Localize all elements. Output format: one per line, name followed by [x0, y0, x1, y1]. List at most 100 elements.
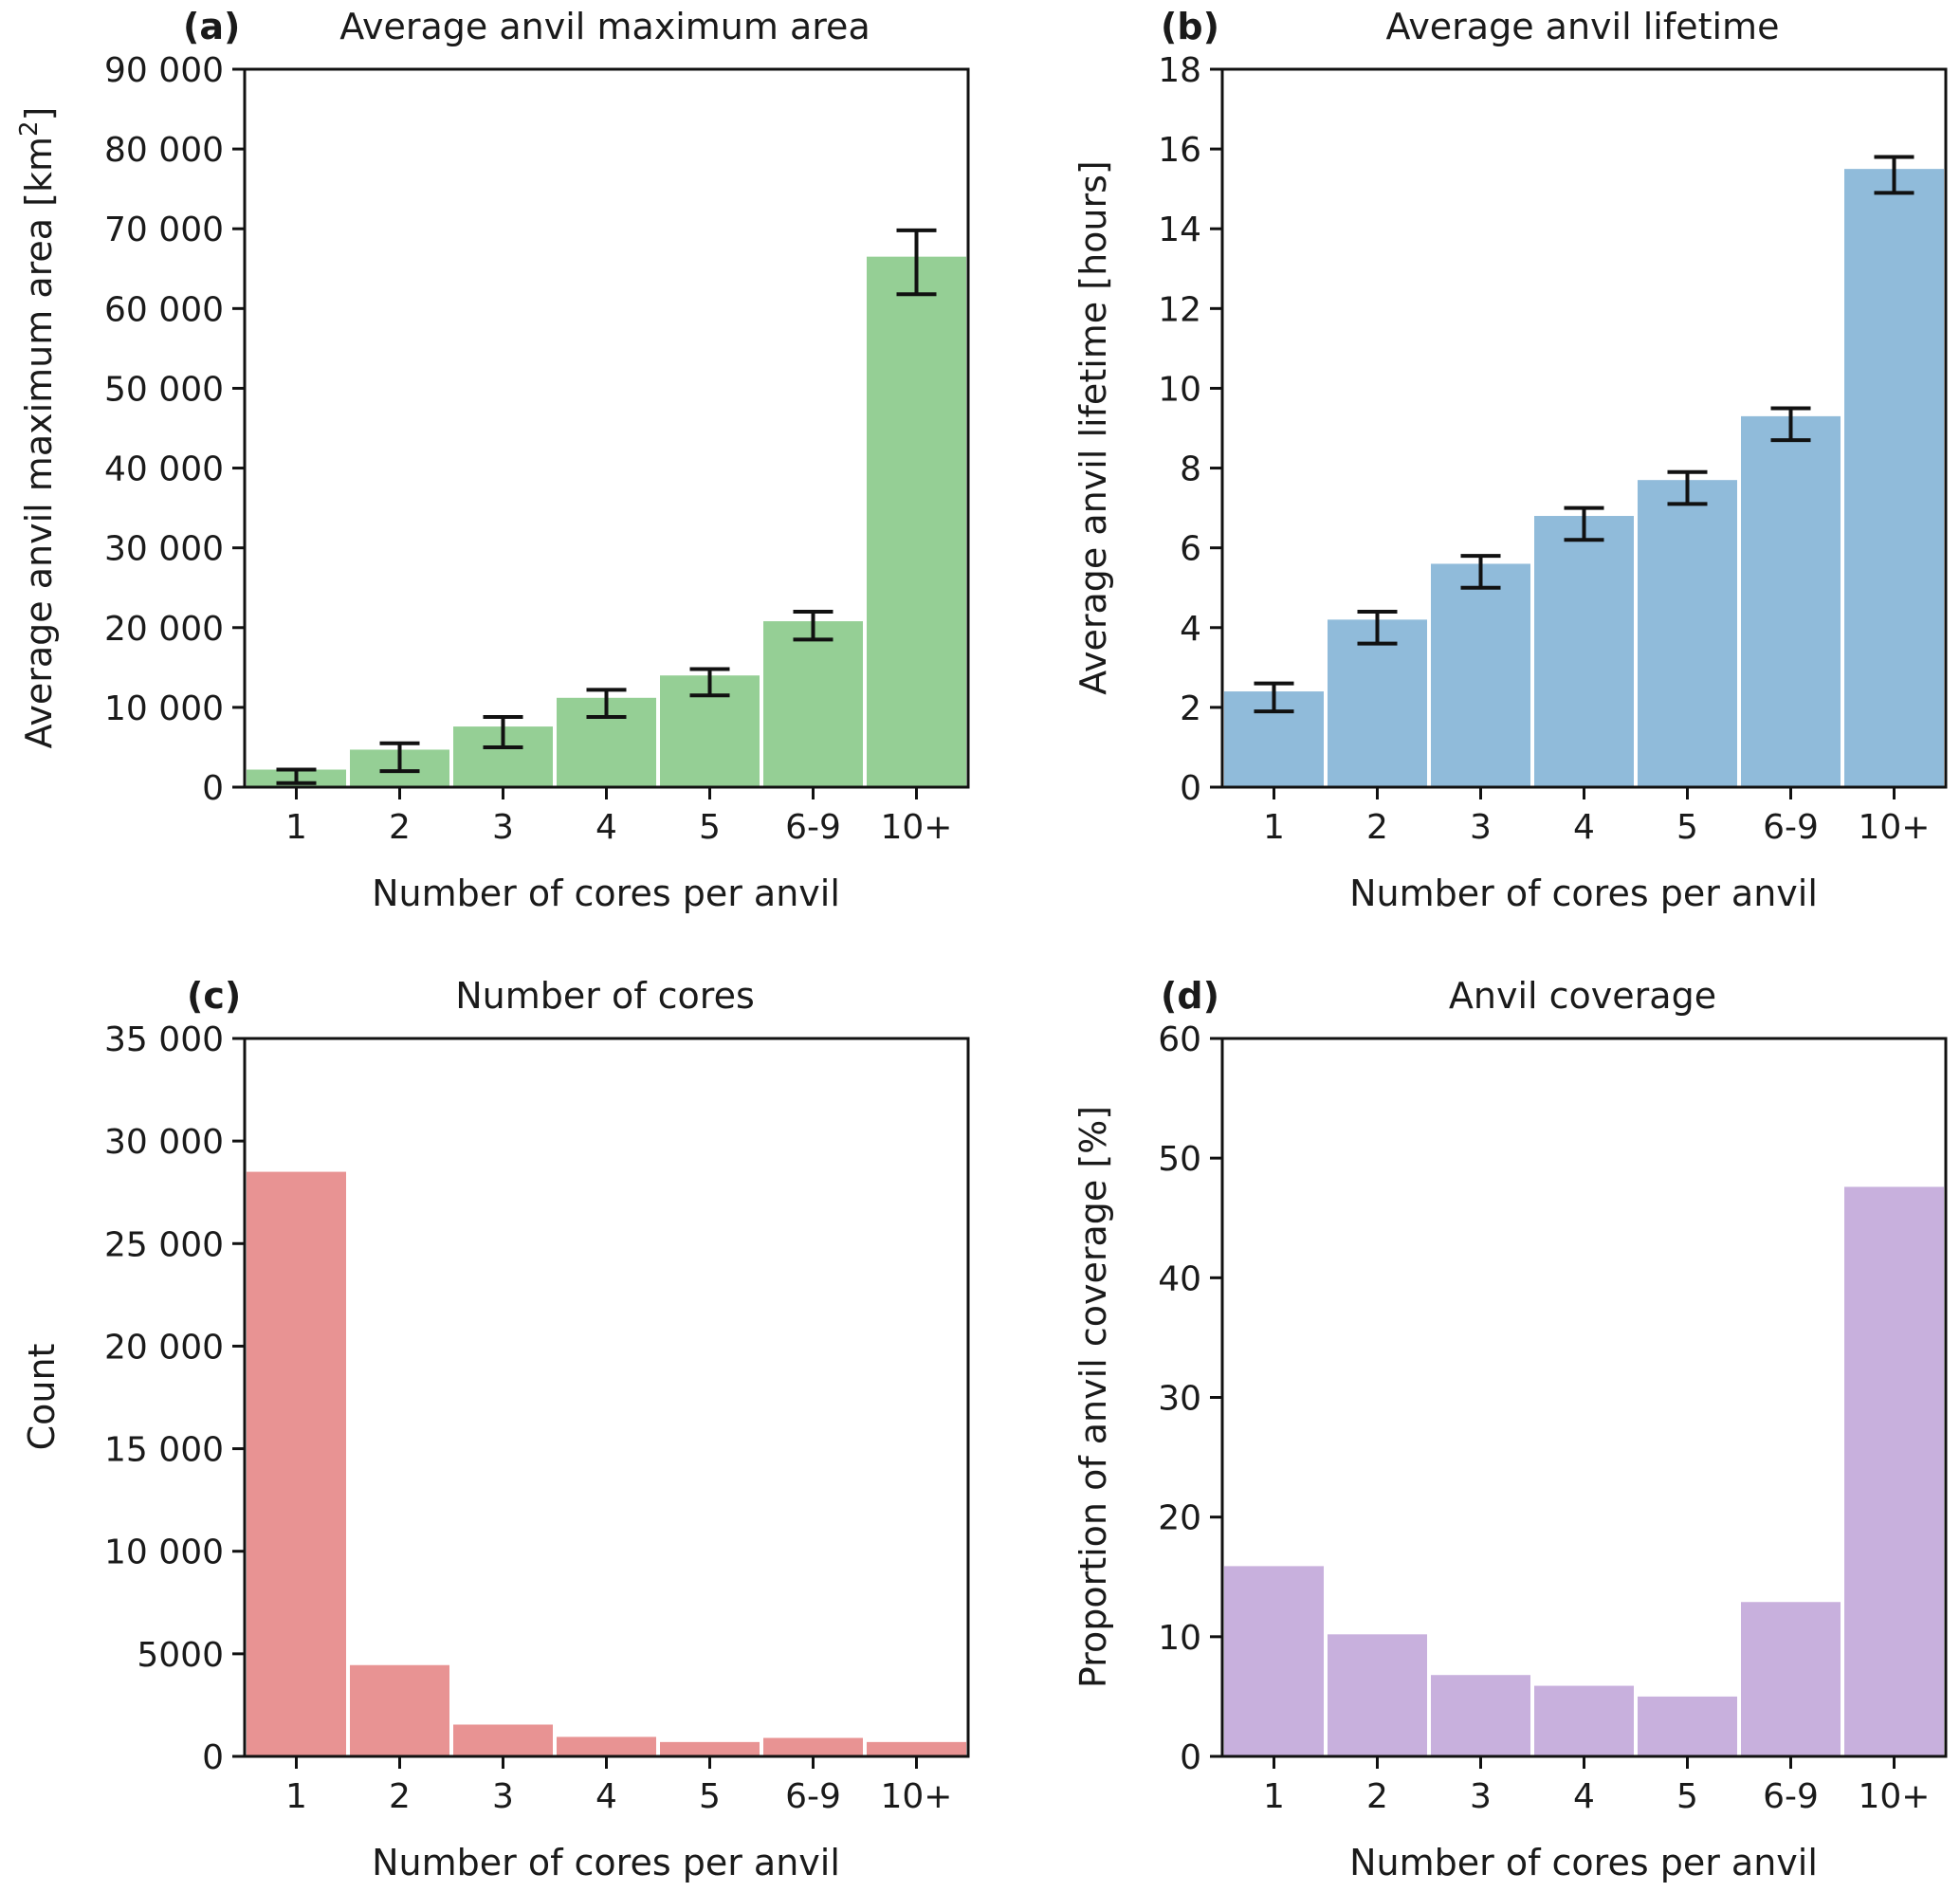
panel-d-ytick-label: 10 [1158, 1619, 1201, 1658]
panel-a-ytick-label: 30 000 [104, 530, 224, 569]
panel-d-ytick-label: 30 [1158, 1380, 1201, 1419]
panel-b-xtick-label: 4 [1573, 808, 1595, 847]
panel-b-xtick-label: 3 [1470, 808, 1492, 847]
panel-b-ylabel: Average anvil lifetime [hours] [1072, 160, 1114, 694]
panel-a-title: Average anvil maximum area [339, 6, 870, 47]
panel-b-bar [1638, 480, 1737, 787]
panel-a-bar [867, 256, 966, 787]
panel-a-xticks: 1 2 3 4 5 6-9 10+ [285, 787, 952, 847]
panel-d-ytick-label: 60 [1158, 1020, 1201, 1059]
panel-c-frame [243, 1037, 970, 1758]
panel-a-frame [243, 67, 970, 789]
panel-c-ytick-label: 25 000 [104, 1225, 224, 1264]
panel-b-xtick-label: 6-9 [1763, 808, 1819, 847]
panel-c-bars [247, 1171, 966, 1756]
panel-d-letter: (d) [1161, 975, 1219, 1017]
panel-a-xtick-label: 5 [699, 808, 721, 847]
panel-b-errorbars [1254, 155, 1914, 714]
panel-d-frame [1220, 1037, 1948, 1758]
panel-d-xtick-label: 10+ [1859, 1777, 1931, 1816]
panel-a: (a) Average anvil maximum area 010 00020… [15, 6, 970, 914]
panel-b-bar [1741, 415, 1841, 787]
panel-c-xtick-label: 1 [285, 1777, 307, 1816]
panel-b-bar [1328, 619, 1427, 787]
panel-c-ytick-label: 0 [202, 1738, 224, 1777]
panel-a-ylabel: Average anvil maximum area [km2] [15, 107, 60, 749]
panel-a-errorbars [276, 228, 937, 785]
panel-a-xtick-label: 1 [285, 808, 307, 847]
panel-b-bars [1224, 169, 1944, 787]
panel-b-ytick-label: 10 [1158, 370, 1201, 409]
panel-b-frame [1220, 67, 1948, 789]
panel-c-bar [453, 1724, 553, 1756]
panel-b-ytick-label: 14 [1158, 211, 1201, 249]
panel-b-yticks: 0 2 4 6 8 10 12 14 16 18 [1158, 51, 1222, 808]
panel-d-yticks: 0 10 20 30 40 50 60 [1158, 1020, 1222, 1777]
panel-b-xlabel: Number of cores per anvil [1349, 873, 1818, 914]
panel-a-bar [763, 621, 863, 787]
panel-a-ylabel-sup: 2 [15, 120, 44, 137]
panel-c-bar [763, 1737, 863, 1756]
panel-d-bar [1431, 1675, 1530, 1756]
panel-c-xtick-label: 3 [492, 1777, 514, 1816]
panel-a-ytick-label: 80 000 [104, 131, 224, 170]
panel-a-xtick-label: 10+ [881, 808, 953, 847]
panel-d: (d) Anvil coverage 0 10 20 30 40 50 60 1 2 3 4 5 6-… [1072, 975, 1948, 1883]
panel-c-bar [247, 1171, 346, 1756]
panel-d-bar [1328, 1634, 1427, 1756]
panel-a-ylabel-main: Average anvil maximum area [km [18, 137, 60, 748]
panel-a-ytick-label: 50 000 [104, 370, 224, 409]
panel-a-xtick-label: 4 [595, 808, 617, 847]
panel-a-ytick-label: 40 000 [104, 450, 224, 489]
panel-d-ylabel-main: Proportion of anvil coverage [%] [1072, 1106, 1114, 1688]
panel-b-ytick-label: 4 [1180, 610, 1201, 649]
panel-c-ytick-label: 20 000 [104, 1328, 224, 1367]
panel-d-xticks: 1 2 3 4 5 6-9 10+ [1263, 1756, 1930, 1816]
panel-c-ylabel: Count [21, 1344, 63, 1451]
panel-d-bar [1638, 1696, 1737, 1756]
panel-c-bar [557, 1736, 656, 1756]
panel-a-xlabel: Number of cores per anvil [372, 873, 840, 914]
panel-b: (b) Average anvil lifetime 0246810121416… [1072, 6, 1948, 914]
panel-a-yticks: 0 10 000 20 000 30 000 40 000 50 000 60 000 70 … [104, 51, 245, 808]
panel-b-ytick-label: 2 [1180, 689, 1201, 728]
panel-d-xtick-label: 6-9 [1763, 1777, 1819, 1816]
panel-d-ytick-label: 40 [1158, 1259, 1201, 1298]
panel-c: (c) Number of cores 0 5000 10 000 15 000 20 … [21, 975, 970, 1883]
panel-c-ytick-label: 5000 [137, 1636, 224, 1675]
panel-d-ytick-label: 0 [1180, 1738, 1201, 1777]
panel-b-ytick-label: 8 [1180, 450, 1201, 489]
panel-a-xtick-label: 2 [389, 808, 411, 847]
panel-c-bar [660, 1741, 760, 1756]
panel-c-bar [867, 1741, 966, 1756]
panel-b-ytick-label: 16 [1158, 131, 1201, 170]
panel-d-xlabel: Number of cores per anvil [1349, 1842, 1818, 1883]
panel-b-ytick-label: 18 [1158, 51, 1201, 90]
panel-d-title: Anvil coverage [1449, 975, 1716, 1017]
panel-b-xtick-label: 5 [1676, 808, 1698, 847]
panel-b-ytick-label: 6 [1180, 530, 1201, 569]
panel-c-yticks: 0 5000 10 000 15 000 20 000 25 000 30 000 35 00… [104, 1020, 245, 1777]
panel-c-xtick-label: 4 [595, 1777, 617, 1816]
panel-d-bar [1224, 1566, 1324, 1756]
panel-b-xtick-label: 1 [1263, 808, 1285, 847]
panel-c-xtick-label: 5 [699, 1777, 721, 1816]
panel-a-ytick-label: 90 000 [104, 51, 224, 90]
panel-b-ylabel-main: Average anvil lifetime [hours] [1072, 160, 1114, 694]
panel-a-xtick-label: 6-9 [785, 808, 841, 847]
panel-b-letter: (b) [1161, 6, 1219, 47]
panel-c-xtick-label: 10+ [881, 1777, 953, 1816]
panel-b-bar [1844, 169, 1944, 787]
panel-b-xtick-label: 10+ [1859, 808, 1931, 847]
panel-d-xtick-label: 4 [1573, 1777, 1595, 1816]
panel-c-xtick-label: 6-9 [785, 1777, 841, 1816]
panel-c-ytick-label: 10 000 [104, 1534, 224, 1572]
panel-c-ytick-label: 30 000 [104, 1123, 224, 1162]
panel-c-letter: (c) [187, 975, 241, 1017]
panel-b-xticks: 1 2 3 4 5 6-9 10+ [1263, 787, 1930, 847]
panel-c-bar [350, 1664, 449, 1756]
panel-d-xtick-label: 2 [1366, 1777, 1388, 1816]
panel-c-ylabel-main: Count [21, 1344, 63, 1451]
panel-d-xtick-label: 3 [1470, 1777, 1492, 1816]
panel-a-xtick-label: 3 [492, 808, 514, 847]
